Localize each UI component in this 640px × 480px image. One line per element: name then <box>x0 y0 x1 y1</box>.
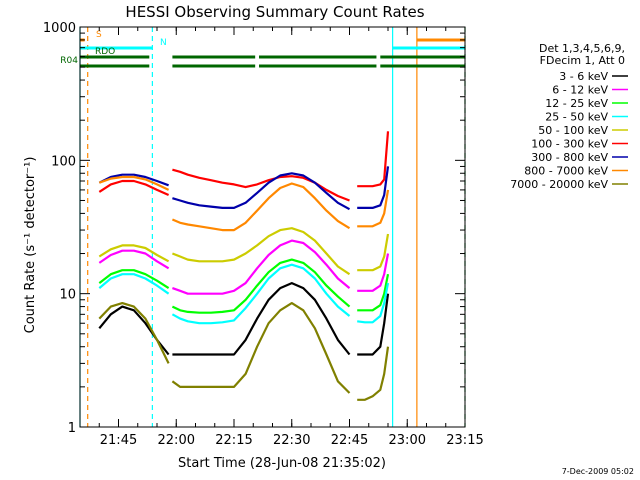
series-line-6 <box>98 166 390 211</box>
legend-label-5: 100 - 300 keV <box>531 138 608 151</box>
series-lines <box>98 131 390 401</box>
y-tick-label-2: 100 <box>51 154 76 169</box>
flag-label-s: S <box>96 30 102 40</box>
legend-label-2: 12 - 25 keV <box>545 97 608 110</box>
legend-label-1: 6 - 12 keV <box>552 84 608 97</box>
footer-timestamp: 7-Dec-2009 05:02 <box>562 467 634 476</box>
x-tick-label-0: 21:45 <box>100 433 137 448</box>
series-line-7 <box>98 175 390 232</box>
series-line-2 <box>98 258 390 314</box>
x-tick-label-2: 22:15 <box>215 433 252 448</box>
chart-title: HESSI Observing Summary Count Rates <box>125 3 424 21</box>
flag-label-rdo: RDO <box>95 47 115 57</box>
y-tick-label-3: 1000 <box>43 21 76 36</box>
x-tick-label-3: 22:30 <box>273 433 310 448</box>
legend-label-3: 25 - 50 keV <box>545 111 608 124</box>
legend-label-0: 3 - 6 keV <box>559 70 608 83</box>
axes: 21:45 22:00 22:15 22:30 22:45 23:00 23:15 1 10 10… <box>43 21 484 448</box>
plot-background <box>80 27 465 427</box>
flag-label-r04: R04 <box>60 56 78 66</box>
series-line-1 <box>98 239 390 295</box>
y-axis-label: Count Rate (s⁻¹ detector⁻¹) <box>23 157 38 334</box>
x-tick-label-6: 23:15 <box>446 433 483 448</box>
legend-label-4: 50 - 100 keV <box>538 124 608 137</box>
series-line-8 <box>98 302 390 401</box>
legend-label-6: 300 - 800 keV <box>531 151 608 164</box>
x-axis-label: Start Time (28-Jun-08 21:35:02) <box>178 456 386 471</box>
series-line-3 <box>98 263 390 325</box>
x-tick-label-1: 22:00 <box>158 433 195 448</box>
legend: Det 1,3,4,5,6,9, FDecim 1, Att 0 3 - 6 k… <box>510 42 628 191</box>
legend-label-7: 800 - 7000 keV <box>524 165 608 178</box>
series-line-4 <box>98 227 390 276</box>
legend-label-8: 7000 - 20000 keV <box>510 178 608 191</box>
y-tick-label-0: 1 <box>68 421 76 436</box>
flag-label-n: N <box>160 38 167 48</box>
legend-header-line-1: Det 1,3,4,5,6,9, <box>539 42 625 55</box>
y-tick-label-1: 10 <box>59 288 76 303</box>
flag-bars: S N RDO R04 <box>60 30 465 68</box>
x-tick-label-4: 22:45 <box>331 433 368 448</box>
plot-area <box>80 27 465 427</box>
legend-header-line-2: FDecim 1, Att 0 <box>540 54 625 67</box>
x-tick-label-5: 23:00 <box>389 433 426 448</box>
